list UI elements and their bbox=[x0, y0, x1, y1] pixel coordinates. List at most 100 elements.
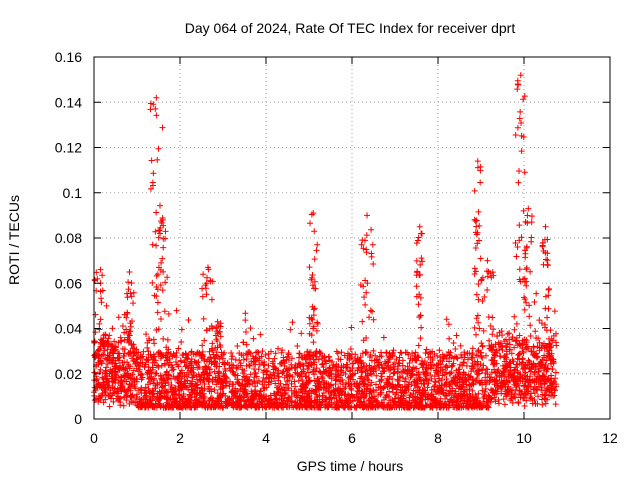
data-point bbox=[406, 359, 413, 366]
data-point bbox=[383, 349, 390, 356]
data-point bbox=[188, 368, 195, 375]
data-point bbox=[121, 393, 128, 400]
data-point bbox=[299, 354, 306, 361]
data-point bbox=[519, 388, 526, 395]
data-point bbox=[463, 391, 470, 398]
data-point bbox=[544, 354, 551, 361]
data-point bbox=[464, 394, 471, 401]
data-point bbox=[258, 353, 265, 360]
data-point bbox=[372, 352, 379, 359]
data-point bbox=[134, 360, 141, 367]
data-point bbox=[308, 332, 315, 339]
data-point bbox=[324, 404, 331, 411]
data-point bbox=[364, 280, 371, 287]
data-point bbox=[475, 390, 482, 397]
data-point bbox=[541, 324, 548, 331]
data-point bbox=[190, 364, 197, 371]
data-point bbox=[152, 105, 159, 112]
data-point bbox=[354, 367, 361, 374]
data-point bbox=[518, 148, 525, 155]
data-point bbox=[247, 371, 254, 378]
data-point bbox=[285, 395, 292, 402]
data-point bbox=[472, 217, 479, 224]
data-point bbox=[148, 401, 155, 408]
data-point bbox=[519, 339, 526, 346]
data-point bbox=[518, 119, 525, 126]
data-point bbox=[548, 385, 555, 392]
data-point bbox=[370, 261, 377, 268]
data-point bbox=[521, 402, 528, 409]
data-point bbox=[331, 388, 338, 395]
data-point bbox=[380, 384, 387, 391]
data-point bbox=[306, 351, 313, 358]
data-point bbox=[418, 361, 425, 368]
data-point bbox=[420, 403, 427, 410]
data-point bbox=[260, 374, 267, 381]
data-point bbox=[402, 368, 409, 375]
data-point bbox=[477, 255, 484, 262]
data-point bbox=[523, 266, 530, 273]
data-point bbox=[477, 167, 484, 174]
data-point bbox=[128, 393, 135, 400]
data-point bbox=[311, 397, 318, 404]
data-point bbox=[137, 371, 144, 378]
data-point bbox=[534, 353, 541, 360]
data-point bbox=[123, 397, 130, 404]
data-point bbox=[289, 373, 296, 380]
y-axis-label: ROTI / TECUs bbox=[6, 195, 22, 285]
data-point bbox=[232, 356, 239, 363]
data-point bbox=[97, 316, 104, 323]
data-point bbox=[519, 345, 526, 352]
data-point bbox=[292, 399, 299, 406]
data-point bbox=[522, 369, 529, 376]
data-point bbox=[526, 365, 533, 372]
data-point bbox=[502, 336, 509, 343]
data-point bbox=[368, 394, 375, 401]
data-point bbox=[124, 290, 131, 297]
data-point bbox=[273, 391, 280, 398]
data-point bbox=[483, 352, 490, 359]
data-point bbox=[313, 393, 320, 400]
data-point bbox=[531, 299, 538, 306]
data-point bbox=[487, 374, 494, 381]
data-point bbox=[117, 338, 124, 345]
data-point bbox=[377, 391, 384, 398]
data-point bbox=[174, 398, 181, 405]
data-point bbox=[327, 371, 334, 378]
data-point bbox=[320, 379, 327, 386]
data-point bbox=[450, 340, 457, 347]
data-point bbox=[296, 350, 303, 357]
data-point bbox=[200, 315, 207, 322]
data-point bbox=[94, 275, 101, 282]
data-point bbox=[97, 266, 104, 273]
data-point bbox=[348, 391, 355, 398]
data-point bbox=[381, 383, 388, 390]
data-point bbox=[211, 386, 218, 393]
data-point bbox=[443, 316, 450, 323]
data-point bbox=[242, 317, 249, 324]
data-point bbox=[119, 323, 126, 330]
data-point bbox=[254, 400, 261, 407]
data-point bbox=[175, 373, 182, 380]
data-point bbox=[121, 329, 128, 336]
data-point bbox=[339, 376, 346, 383]
data-point bbox=[304, 404, 311, 411]
data-point bbox=[333, 348, 340, 355]
data-point bbox=[469, 362, 476, 369]
data-point bbox=[392, 391, 399, 398]
data-point bbox=[165, 389, 172, 396]
data-point bbox=[268, 402, 275, 409]
data-point bbox=[369, 241, 376, 248]
data-point bbox=[518, 234, 525, 241]
data-point bbox=[532, 366, 539, 373]
data-point bbox=[479, 381, 486, 388]
data-point bbox=[522, 376, 529, 383]
data-point bbox=[527, 268, 534, 275]
data-point bbox=[150, 391, 157, 398]
data-point bbox=[168, 381, 175, 388]
data-point bbox=[524, 361, 531, 368]
data-point bbox=[134, 352, 141, 359]
data-point bbox=[404, 383, 411, 390]
data-point bbox=[184, 355, 191, 362]
